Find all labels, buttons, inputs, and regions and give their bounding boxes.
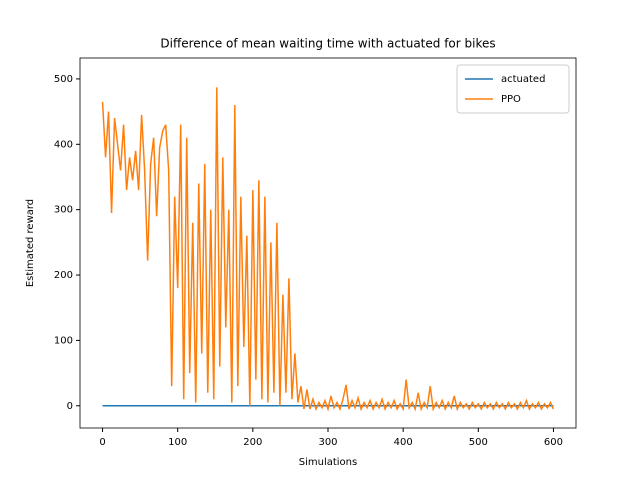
x-tick-label: 0 — [99, 437, 105, 448]
legend-label: PPO — [501, 94, 521, 105]
legend-label: actuated — [501, 74, 545, 85]
x-tick-label: 200 — [243, 437, 262, 448]
x-axis-label: Simulations — [299, 457, 357, 468]
y-axis-label: Estimated reward — [25, 199, 36, 287]
y-tick-label: 300 — [54, 205, 73, 216]
chart-title: Difference of mean waiting time with act… — [160, 37, 495, 51]
y-tick-label: 400 — [54, 139, 73, 150]
y-tick-label: 200 — [54, 270, 73, 281]
x-tick-label: 400 — [394, 437, 413, 448]
x-tick-label: 300 — [318, 437, 337, 448]
series-line — [101, 87, 555, 412]
x-tick-label: 500 — [469, 437, 488, 448]
x-tick-label: 100 — [168, 437, 187, 448]
x-tick-label: 600 — [544, 437, 563, 448]
plot-frame — [79, 57, 577, 429]
y-tick-label: 100 — [54, 335, 73, 346]
y-tick-label: 0 — [67, 401, 73, 412]
legend-box — [456, 64, 570, 114]
y-tick-label: 500 — [54, 74, 73, 85]
